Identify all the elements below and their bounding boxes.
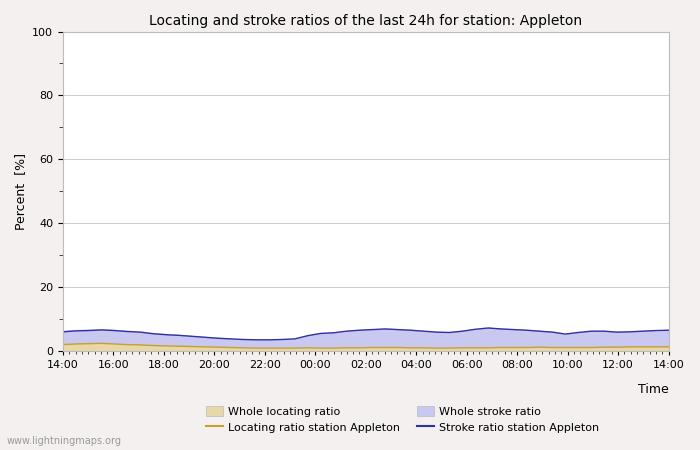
Legend: Whole locating ratio, Locating ratio station Appleton, Whole stroke ratio, Strok: Whole locating ratio, Locating ratio sta…	[202, 401, 604, 437]
Y-axis label: Percent  [%]: Percent [%]	[14, 153, 27, 230]
Title: Locating and stroke ratios of the last 24h for station: Appleton: Locating and stroke ratios of the last 2…	[149, 14, 582, 27]
Text: www.lightningmaps.org: www.lightningmaps.org	[7, 436, 122, 446]
Text: Time: Time	[638, 383, 668, 396]
